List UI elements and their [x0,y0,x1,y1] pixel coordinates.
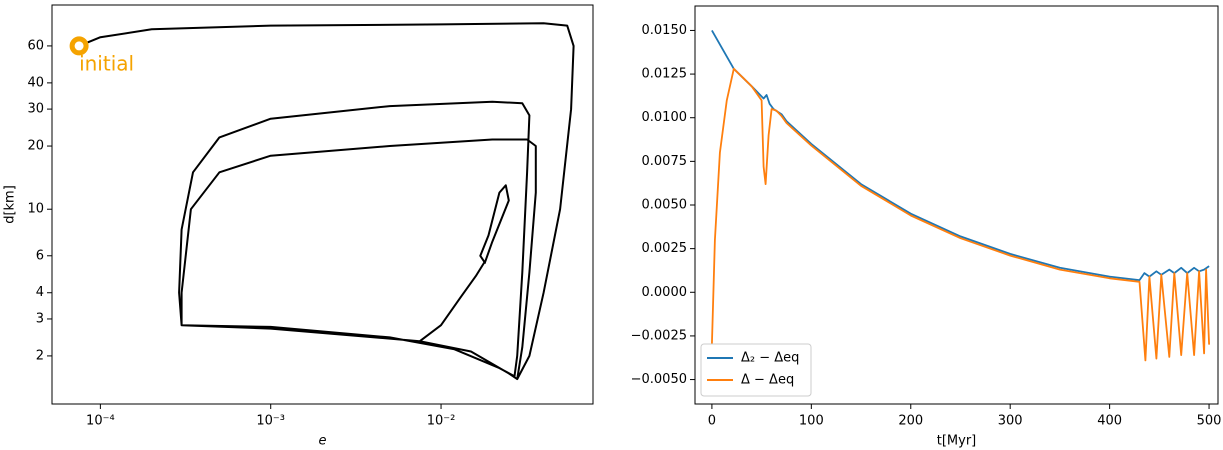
y-tick-label: −0.0050 [631,372,687,387]
annotation: initial [79,51,134,75]
x-tick-label: 100 [799,414,824,429]
y-tick-label: 2 [36,348,44,363]
x-tick-label: 10⁻⁴ [86,414,115,429]
y-tick-label: 10 [27,202,44,217]
y-tick-label: 30 [27,102,44,117]
initial-marker [69,36,89,56]
y-axis-label: d[km] [3,185,18,224]
series-line [711,67,1210,362]
y-tick-label: 0.0100 [642,110,688,125]
y-tick-label: 60 [27,38,44,53]
y-tick-label: 0.0000 [642,285,688,300]
legend-label: Δ₂ − Δeq [741,351,799,366]
y-tick-label: −0.0025 [631,328,687,343]
y-tick-label: 0.0050 [642,198,688,213]
y-tick-label: 0.0125 [642,67,688,82]
x-tick-label: 0 [708,414,716,429]
series-line [78,22,575,381]
x-tick-label: 10⁻³ [256,414,285,429]
x-tick-label: 500 [1197,414,1222,429]
x-tick-label: 10⁻² [427,414,456,429]
plot-frame [51,4,594,405]
x-tick-label: 200 [898,414,923,429]
series-line [711,29,1210,281]
x-tick-label: 400 [1097,414,1122,429]
y-tick-label: 0.0025 [642,241,688,256]
y-tick-label: 3 [36,311,44,326]
plot-frame [694,5,1219,405]
legend-label: Δ − Δeq [741,373,794,388]
y-tick-label: 20 [27,139,44,154]
x-tick-label: 300 [998,414,1023,429]
y-tick-label: 4 [36,285,44,300]
y-tick-label: 6 [36,248,44,263]
y-tick-label: 0.0150 [642,23,688,38]
x-axis-label: t[Myr] [937,434,977,449]
y-tick-label: 0.0075 [642,154,688,169]
y-tick-label: 40 [27,75,44,90]
x-axis-label: e [319,434,327,449]
